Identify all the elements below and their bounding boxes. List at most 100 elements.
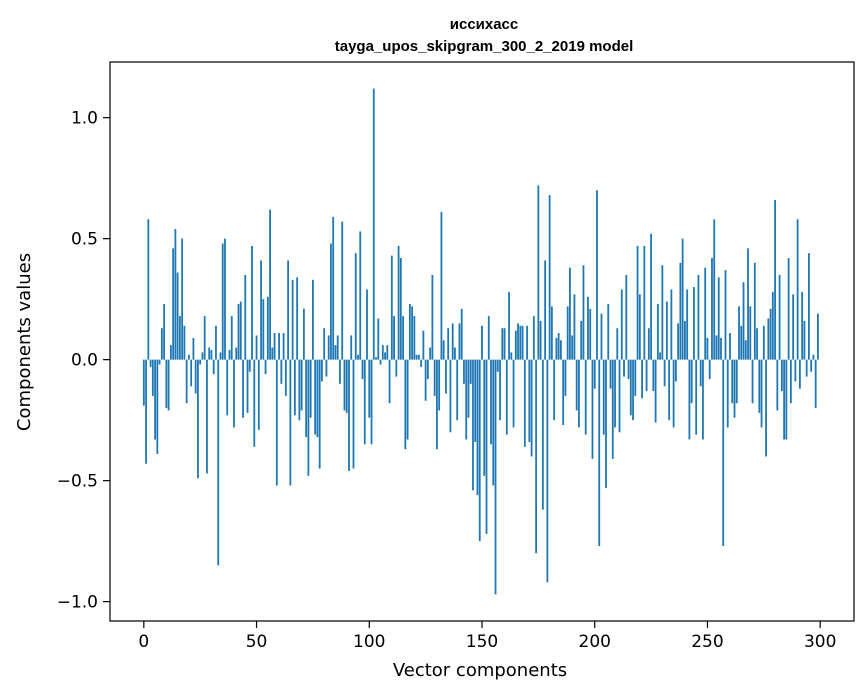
bar (794, 359, 797, 382)
bar (154, 359, 156, 440)
bar (569, 267, 571, 360)
bar (629, 359, 632, 416)
y-tick-label: −1.0 (57, 593, 98, 613)
bar (668, 359, 671, 421)
bar (711, 258, 713, 360)
bar (582, 265, 585, 360)
bar (616, 328, 619, 360)
bar (474, 359, 477, 442)
bar (580, 320, 583, 360)
bar (762, 325, 765, 360)
bar (264, 359, 267, 375)
bar (670, 289, 673, 360)
bar (519, 325, 522, 360)
bar (722, 359, 725, 546)
bar (494, 359, 497, 595)
bar (408, 303, 411, 360)
bar (375, 357, 377, 360)
bar (372, 88, 375, 360)
bar (738, 306, 740, 360)
bar (593, 359, 596, 389)
bar (417, 354, 420, 360)
bar (571, 335, 574, 360)
bar (350, 335, 353, 360)
chart-title-line1: иссихасс (450, 16, 519, 33)
bar (627, 359, 630, 380)
bar (354, 253, 357, 360)
bar (814, 359, 817, 409)
bar (505, 359, 508, 435)
bar (447, 328, 450, 360)
bar (530, 359, 533, 457)
bar (638, 294, 641, 360)
bar (357, 354, 359, 360)
bar (158, 359, 161, 365)
x-axis: 0 50 100 150 200 250 300 (138, 621, 836, 652)
bar (695, 359, 698, 435)
x-tick-label: 200 (579, 632, 611, 652)
bar (305, 359, 308, 438)
bar (203, 316, 206, 360)
bar (808, 253, 810, 360)
bar (194, 359, 197, 394)
bar (753, 262, 756, 360)
bar (167, 359, 170, 411)
bar (602, 359, 605, 435)
bar (316, 359, 319, 438)
bar (280, 359, 283, 384)
bar (343, 359, 346, 411)
bar (510, 352, 513, 360)
bar (190, 359, 193, 387)
bar (526, 325, 528, 360)
x-tick-label: 250 (691, 632, 723, 652)
bar (810, 359, 813, 372)
bar (467, 359, 470, 418)
bar (490, 359, 492, 445)
bar (327, 335, 330, 360)
bar (390, 255, 393, 360)
bar (487, 316, 490, 360)
bar (433, 359, 436, 396)
bar (548, 195, 551, 360)
bar (278, 333, 280, 360)
bar (760, 359, 763, 428)
bar (237, 303, 240, 360)
bar (492, 359, 495, 486)
bar (656, 303, 659, 360)
bar (361, 359, 364, 380)
bar (178, 316, 181, 360)
bar (677, 323, 680, 360)
bar (451, 323, 454, 360)
bar (584, 359, 587, 435)
bar (314, 359, 317, 435)
bar (309, 359, 312, 418)
bar (514, 330, 517, 360)
bar (176, 272, 179, 360)
bar (172, 248, 175, 360)
bar (726, 359, 729, 428)
bar (275, 359, 278, 486)
bar (720, 337, 722, 360)
bar (672, 359, 675, 428)
bar (641, 359, 643, 399)
bar (145, 359, 147, 464)
bar (674, 359, 677, 382)
bar (557, 333, 560, 360)
bar (544, 260, 547, 360)
bar (424, 359, 427, 401)
bar (325, 359, 328, 377)
bar (541, 359, 544, 510)
bar (596, 190, 598, 360)
bar (478, 359, 481, 542)
bar (454, 347, 456, 360)
bar (699, 359, 702, 387)
bar (767, 318, 770, 360)
bar (422, 330, 425, 360)
bar (789, 359, 792, 404)
bar-series (142, 88, 819, 595)
bar (598, 359, 601, 546)
bar (717, 277, 720, 360)
bar (724, 270, 727, 360)
bar (632, 359, 634, 421)
